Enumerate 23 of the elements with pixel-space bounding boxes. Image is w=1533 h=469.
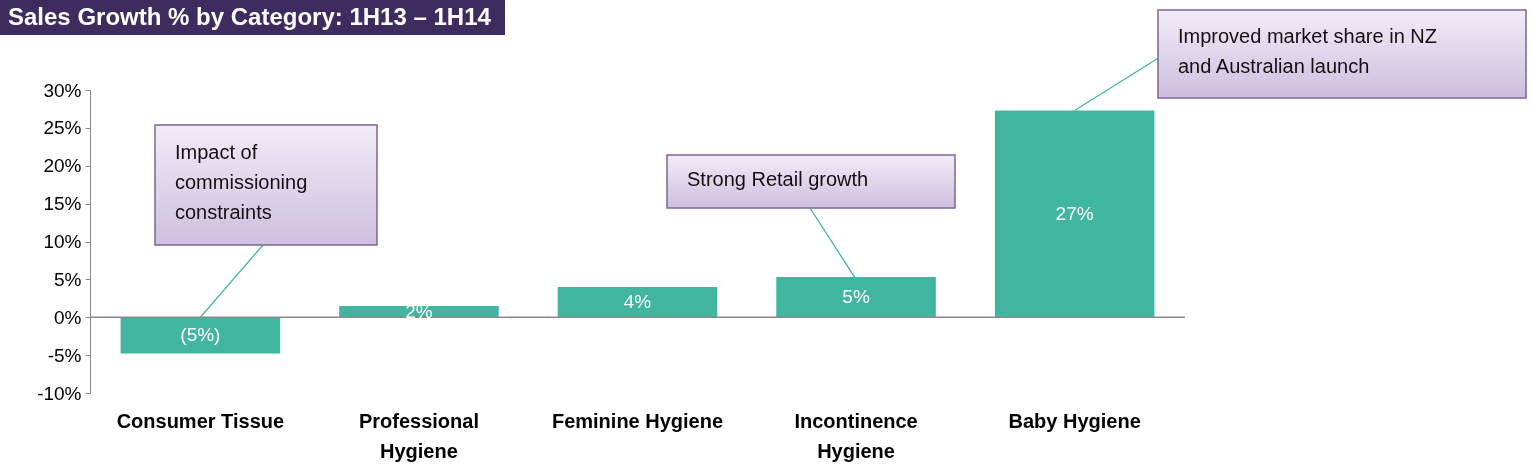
- y-tick-label: 5%: [54, 268, 82, 290]
- annotation: Strong Retail growth: [687, 167, 869, 190]
- data-label: (5%): [180, 324, 221, 346]
- y-tick-label: -10%: [37, 382, 82, 404]
- data-label: 4%: [623, 291, 652, 313]
- annotation: Impact of commissioning constraints: [175, 141, 308, 223]
- annotation: Improved market share in NZ and Australian launch: [1178, 25, 1437, 77]
- x-tick-label: Consumer Tissue: [116, 409, 285, 432]
- y-tick-label: 10%: [43, 231, 82, 252]
- y-tick-label: -5%: [47, 344, 82, 366]
- bar: [557, 286, 718, 318]
- data-label: 5%: [842, 286, 870, 308]
- x-tick-label: Feminine Hygiene: [551, 409, 724, 432]
- x-tick-label: Incontinence Hygiene: [794, 409, 918, 462]
- y-tick-label: 0%: [54, 306, 82, 328]
- x-tick-label: Baby Hygiene: [1008, 409, 1141, 432]
- y-tick-label: 15%: [43, 193, 82, 215]
- y-tick-label: 25%: [43, 117, 82, 139]
- y-tick-label: 20%: [43, 155, 82, 177]
- y-tick-label: 30%: [43, 79, 82, 101]
- chart-title: Sales Growth % by Category: 1H13 – 1H14: [0, 0, 505, 35]
- x-tick-label: Professional Hygiene: [358, 409, 479, 462]
- data-label: 27%: [1055, 202, 1094, 224]
